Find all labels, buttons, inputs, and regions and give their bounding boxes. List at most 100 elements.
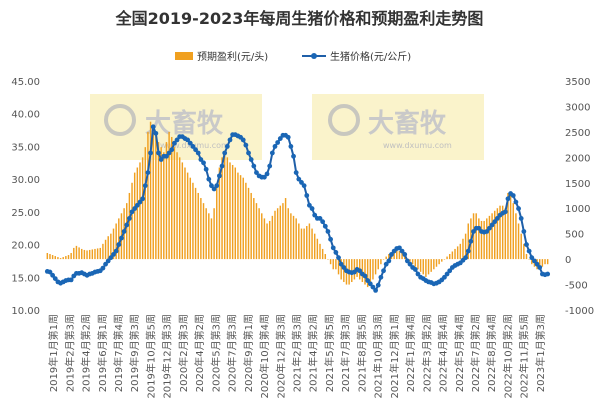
profit-bar	[107, 236, 109, 260]
price-point	[484, 229, 490, 234]
profit-bar	[104, 239, 107, 260]
price-point	[269, 150, 275, 156]
profit-bar	[247, 187, 250, 260]
price-point	[415, 271, 421, 277]
price-point	[145, 170, 151, 176]
price-point	[52, 276, 58, 281]
price-point	[312, 212, 318, 218]
profit-bar	[136, 167, 139, 260]
watermark-left: 大畜牧 www.dxumu.com	[90, 94, 262, 160]
price-point	[407, 261, 413, 267]
profit-bar	[274, 210, 276, 260]
profit-bar	[517, 223, 520, 260]
price-point	[246, 150, 251, 156]
price-point	[129, 209, 135, 215]
profit-bar	[171, 136, 173, 260]
y-right-tick-label: 1000	[565, 204, 590, 215]
profit-bar	[229, 162, 231, 260]
price-point	[532, 258, 537, 264]
profit-bar	[253, 198, 255, 260]
price-point	[510, 193, 516, 198]
price-point	[529, 255, 535, 261]
profit-bar	[57, 257, 59, 260]
profit-bar	[157, 142, 160, 260]
price-point	[288, 144, 294, 149]
x-tick-label: 2019年10月第5周	[144, 314, 157, 399]
price-point	[494, 216, 500, 221]
price-point	[309, 206, 315, 211]
x-tick-label: 2020年4月第2周	[193, 314, 206, 392]
legend-label-profit: 预期盈利(元/头)	[197, 51, 268, 63]
profit-bar	[486, 218, 488, 260]
x-tick-label: 2019年6月第1周	[96, 314, 109, 392]
x-tick-label: 2020年7月第3周	[226, 314, 239, 392]
profit-bar	[329, 259, 332, 265]
price-point	[113, 248, 119, 254]
profit-bar	[173, 147, 176, 260]
profit-bar	[364, 259, 366, 285]
profit-bar	[372, 259, 374, 280]
price-point	[336, 255, 341, 261]
profit-bar	[223, 152, 226, 260]
price-point	[338, 261, 344, 267]
price-point	[322, 223, 328, 229]
profit-bar	[335, 259, 337, 270]
profit-bar	[208, 213, 210, 260]
profit-bar	[46, 253, 49, 260]
price-point	[148, 150, 153, 156]
price-point	[524, 242, 529, 247]
profit-bar	[300, 228, 303, 260]
price-point	[171, 140, 177, 146]
profit-bar	[313, 233, 316, 260]
profit-bar	[419, 259, 422, 272]
price-point	[299, 180, 304, 185]
profit-bar	[525, 254, 528, 260]
price-point	[333, 250, 339, 255]
price-point	[272, 144, 278, 149]
profit-bar	[374, 259, 377, 275]
price-point	[105, 258, 111, 264]
profit-bar	[417, 259, 419, 270]
profit-bar	[496, 208, 499, 260]
profit-bar	[290, 213, 292, 260]
profit-bar	[499, 205, 501, 260]
y-right-tick-label: -1000	[565, 306, 594, 317]
profit-bar	[216, 187, 218, 260]
price-point	[513, 199, 519, 205]
profit-bar	[491, 213, 493, 260]
profit-bar	[462, 238, 464, 260]
price-point	[465, 248, 471, 254]
y-left-tick-label: 15.00	[11, 273, 40, 284]
profit-bar	[340, 259, 342, 280]
profit-bar	[396, 249, 398, 260]
profit-bar	[435, 259, 438, 267]
price-point	[222, 150, 228, 156]
price-point	[330, 245, 336, 251]
price-point	[124, 222, 130, 228]
price-point	[119, 235, 124, 241]
profit-bar	[459, 243, 462, 260]
profit-bar	[197, 192, 199, 260]
profit-bar	[448, 254, 451, 260]
legend: 预期盈利(元/头) 生猪价格(元/公斤)	[175, 50, 411, 63]
profit-bar	[118, 218, 120, 260]
price-point	[126, 216, 132, 221]
price-point	[301, 183, 307, 189]
profit-bar	[59, 258, 62, 260]
profit-bar	[102, 243, 104, 260]
x-tick-label: 2023年1月第3周	[534, 314, 547, 392]
profit-bar	[70, 253, 72, 260]
price-point	[317, 216, 323, 221]
price-point	[166, 150, 172, 156]
price-point	[187, 140, 193, 146]
watermark-left-logo-icon	[104, 104, 136, 136]
profit-bar	[433, 259, 435, 270]
price-point	[248, 157, 254, 162]
profit-bar	[456, 246, 459, 260]
profit-bar	[205, 208, 207, 260]
profit-bar	[382, 259, 385, 260]
price-point	[545, 271, 551, 277]
profit-bar	[282, 203, 284, 260]
y-left-tick-label: 30.00	[11, 175, 40, 186]
profit-bar	[414, 259, 417, 267]
